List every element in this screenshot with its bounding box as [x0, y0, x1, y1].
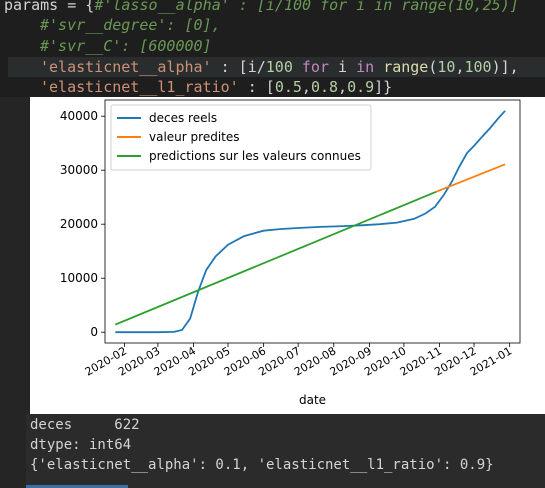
code-editor: params = {#'lasso__alpha' : [i/100 for i… — [0, 0, 545, 97]
code-line-1[interactable]: params = {#'lasso__alpha' : [i/100 for i… — [4, 0, 519, 14]
y-tick-label-2: 20000 — [60, 217, 98, 231]
code-line-2[interactable]: #'svr__degree': [0], — [40, 16, 221, 34]
y-tick-label-3: 30000 — [60, 163, 98, 177]
current-line-highlight — [8, 57, 545, 77]
y-tick-label-4: 40000 — [60, 109, 98, 123]
output-line-2: dtype: int64 — [30, 437, 132, 453]
plot-frame — [104, 99, 521, 344]
code-line-4[interactable]: 'elasticnet__alpha' : [i/100 for i in ra… — [40, 58, 519, 76]
output-line-3: {'elasticnet__alpha': 0.1, 'elasticnet__… — [30, 457, 494, 473]
series-line-3 — [114, 190, 437, 326]
cell-gutter — [0, 97, 30, 488]
y-tick-label-0: 0 — [90, 325, 98, 339]
y-tick-label-1: 10000 — [60, 271, 98, 285]
scroll-indicator[interactable] — [26, 485, 128, 488]
legend-label-3: predictions sur les valeurs connues — [149, 149, 361, 163]
line-chart: 0100002000030000400002020-022020-032020-… — [60, 99, 521, 407]
code-line-3[interactable]: #'svr__C': [600000] — [40, 37, 212, 55]
legend-box — [110, 104, 372, 171]
output-line-1: deces 622 — [30, 417, 140, 433]
chart-output: 0 10000 20000 30000 40000 2020-02 2020-03 2020-… — [30, 97, 530, 412]
code-line-5[interactable]: 'elasticnet__l1_ratio' : [0.5,0.8,0.9]} — [40, 78, 393, 96]
cell-output-text: deces 622 dtype: int64 {'elasticnet__alp… — [26, 414, 545, 488]
x-axis-label: date — [299, 393, 326, 407]
legend-label-1: deces reels — [149, 111, 217, 125]
legend-label-2: valeur predites — [149, 130, 240, 144]
chart-legend: deces reels valeur predites predictions su… — [110, 104, 372, 171]
series-line-2 — [435, 163, 506, 193]
